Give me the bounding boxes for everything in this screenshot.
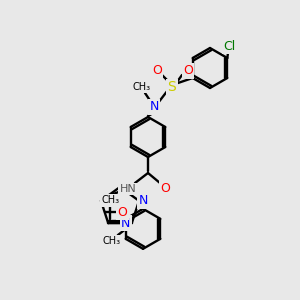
Text: N: N [149, 100, 159, 113]
Text: S: S [168, 80, 176, 94]
Text: N: N [138, 194, 148, 207]
Text: CH₃: CH₃ [103, 236, 121, 246]
Text: CH₃: CH₃ [133, 82, 151, 92]
Text: O: O [152, 64, 162, 77]
Text: O: O [183, 64, 193, 77]
Text: HN: HN [120, 184, 136, 194]
Text: N: N [121, 217, 130, 230]
Text: CH₃: CH₃ [101, 195, 119, 205]
Text: O: O [160, 182, 170, 194]
Text: Cl: Cl [223, 40, 236, 52]
Text: O: O [118, 206, 128, 218]
